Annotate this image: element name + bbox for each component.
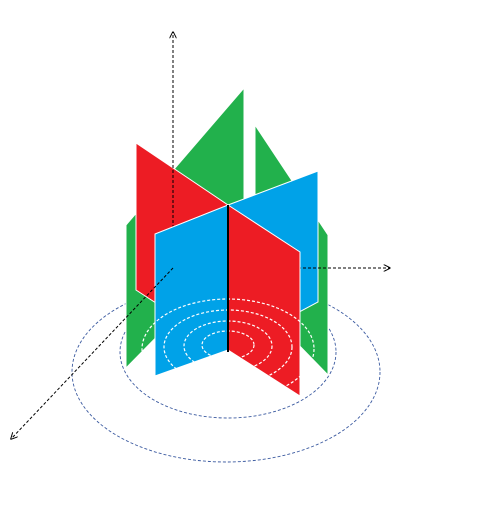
ring-outer-1 [71,281,381,463]
blue-plane-front [154,204,229,377]
depth-axis [11,267,174,439]
